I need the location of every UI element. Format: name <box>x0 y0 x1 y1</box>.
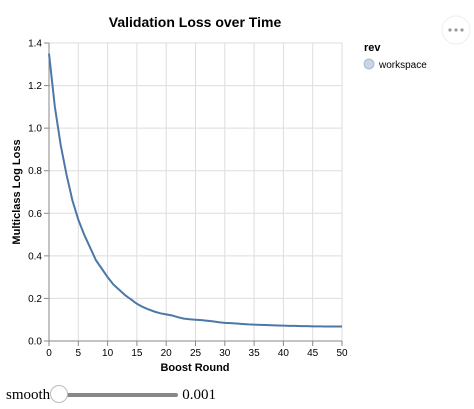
y-tick-label: 1.0 <box>28 124 42 135</box>
x-axis-title: Boost Round <box>160 362 229 374</box>
y-tick-label: 0.8 <box>28 166 42 177</box>
x-tick-label: 30 <box>219 348 231 359</box>
y-tick-label: 0.6 <box>28 209 42 220</box>
x-tick-label: 25 <box>190 348 202 359</box>
slider-control: smooth 0.001 <box>6 384 216 406</box>
y-tick-label: 1.4 <box>28 39 42 50</box>
slider-label: smooth <box>6 386 51 403</box>
x-tick-label: 15 <box>131 348 143 359</box>
y-tick-label: 1.2 <box>28 81 42 92</box>
x-tick-label: 50 <box>336 348 348 359</box>
x-tick-label: 40 <box>278 348 290 359</box>
chart: Validation Loss over Time Boost Round Mu… <box>11 14 471 374</box>
x-tick-label: 0 <box>46 348 52 359</box>
y-tick-label: 0.2 <box>28 294 42 305</box>
legend-title: rev <box>364 42 381 54</box>
y-tick-label: 0.0 <box>28 337 42 348</box>
slider-value: 0.001 <box>182 386 216 403</box>
chart-title: Validation Loss over Time <box>109 14 282 30</box>
line <box>48 53 342 328</box>
slider-thumb[interactable] <box>50 385 69 403</box>
x-tick-label: 10 <box>102 348 114 359</box>
y-tick-label: 0.4 <box>28 251 42 262</box>
x-tick-label: 5 <box>76 348 82 359</box>
x-tick-label: 45 <box>307 348 319 359</box>
legend-symbol <box>363 58 375 70</box>
legend-label: workspace <box>378 60 427 71</box>
x-tick-label: 20 <box>161 348 173 359</box>
y-axis-title: Multiclass Log Loss <box>11 139 23 244</box>
slider-track[interactable] <box>50 385 179 403</box>
menu-button[interactable] <box>441 15 471 45</box>
x-tick-label: 35 <box>249 348 261 359</box>
